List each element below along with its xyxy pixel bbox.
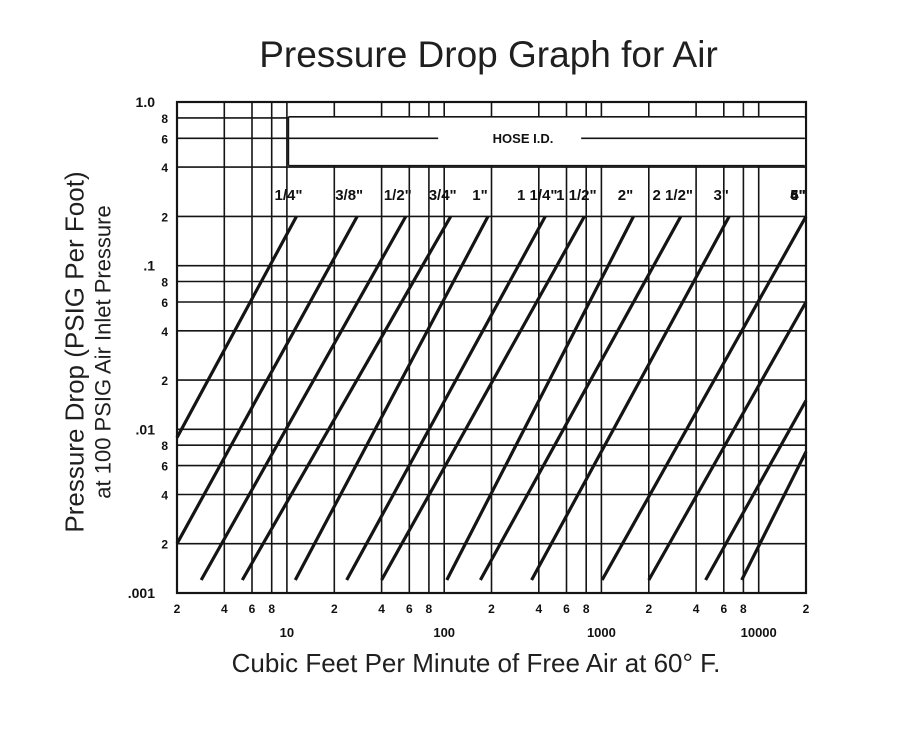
x-tick-label: 6 [249,602,256,616]
x-tick-label: 6 [720,602,727,616]
series-label-10: 3" [713,187,728,204]
x-decade-label: 100 [433,625,455,640]
y-tick-label: 2 [161,538,168,552]
series-label-9: 2 1/2" [653,187,693,204]
series-line-2 [175,215,359,545]
x-tick-label: 2 [803,602,810,616]
series-label-8: 2" [618,187,633,204]
x-decade-label: 10000 [741,625,777,640]
y-tick-label: 6 [161,132,168,146]
series-label-13: 6" [790,187,805,204]
series-line-13 [704,399,808,581]
x-tick-label: 8 [583,602,590,616]
x-tick-label: 2 [645,602,652,616]
x-tick-label: 2 [331,602,338,616]
grid-lines [176,101,807,594]
y-tick-label: .1 [143,258,155,274]
x-tick-label: 4 [221,602,228,616]
series-label-12: 5" [790,187,805,204]
x-tick-label: 8 [740,602,747,616]
series-line-12 [647,301,808,581]
x-decade-label: 1000 [587,625,616,640]
legend-title: HOSE I.D. [493,131,554,146]
x-tick-label: 6 [406,602,413,616]
series-line-7 [380,215,586,581]
series-label-3: 1/2" [384,187,412,204]
plot-frame [175,100,808,595]
series-line-8 [445,215,635,581]
x-tick-label: 4 [693,602,700,616]
x-tick-label: 8 [426,602,433,616]
series-label-2: 3/8" [335,187,363,204]
y-tick-label: 1.0 [136,94,156,110]
series-line-10 [530,215,731,581]
x-tick-label: 6 [563,602,570,616]
series-label-5: 1" [472,187,487,204]
y-tick-label: 2 [161,210,168,224]
y-tick-label: 4 [161,161,168,175]
y-tick-label: 6 [161,460,168,474]
x-tick-label: 4 [535,602,542,616]
x-axis-title: Cubic Feet Per Minute of Free Air at 60°… [231,648,721,678]
x-tick-label: 2 [488,602,495,616]
y-tick-label: 8 [161,439,168,453]
x-decade-label: 10 [280,625,294,640]
x-tick-label: 4 [378,602,385,616]
y-tick-label: 4 [161,325,168,339]
x-tick-label: 8 [268,602,275,616]
y-tick-label: 6 [161,296,168,310]
y-tick-label: 4 [161,489,168,503]
series-line-9 [478,215,683,581]
series-line-6 [345,215,547,581]
series-label-6: 1 1/4" [517,187,557,204]
y-tick-label: 8 [161,276,168,290]
series-line-14 [740,450,808,581]
chart-title: Pressure Drop Graph for Air [259,34,718,75]
series-line-3 [199,215,408,581]
y-tick-label: .01 [136,421,156,437]
series-line-4 [240,215,453,581]
series-line-11 [600,215,808,581]
series-line-5 [293,215,490,581]
y-tick-label: 2 [161,374,168,388]
series-label-1: 1/4" [275,187,303,204]
series-label-7: 1 1/2" [556,187,596,204]
series-label-11: 4" [790,187,805,204]
x-tick-label: 2 [174,602,181,616]
legend-background [288,116,805,166]
y-tick-label: .001 [128,585,155,601]
y-tick-label: 8 [161,112,168,126]
series-line-1 [175,215,298,439]
series-label-4: 3/4" [429,187,457,204]
